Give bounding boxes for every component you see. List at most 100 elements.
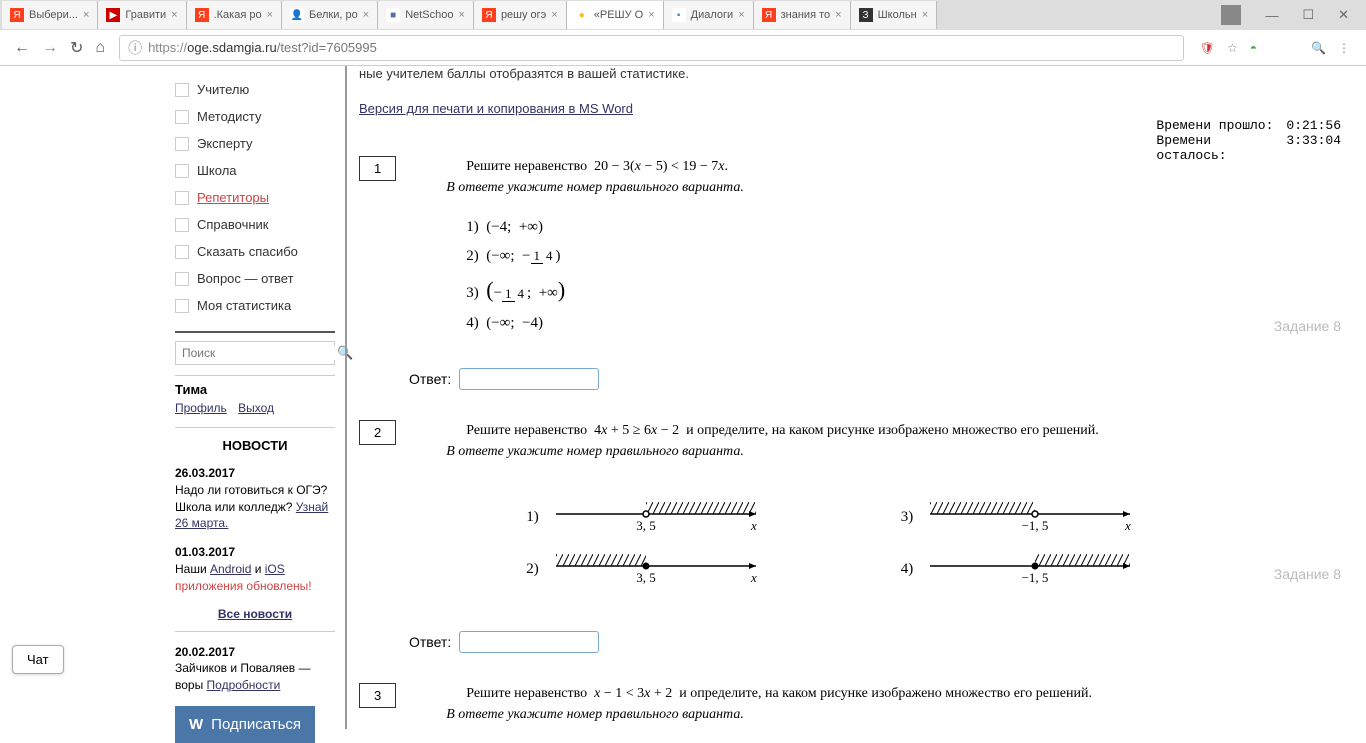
sidebar-search[interactable]: 🔍 [175,341,335,365]
minimize-button[interactable]: — [1265,8,1278,23]
reload-button[interactable]: ↻ [70,38,83,58]
browser-tab[interactable]: ●«РЕШУ О× [567,1,664,29]
diagram-4: 4)−1, 5 [901,554,1136,586]
browser-tab[interactable]: Ярешу огэ× [474,1,567,29]
tab-close-icon[interactable]: × [922,9,928,21]
number-line-diagrams: 1)3, 5x 2)3, 5x 3)−1, 5x 4)−1, 5 [526,482,1346,606]
browser-tab[interactable]: Язнания то× [754,1,851,29]
svg-text:x: x [750,518,757,533]
tab-favicon-icon: ▪ [672,8,686,22]
tab-close-icon[interactable]: × [363,9,369,21]
diagram-2: 2)3, 5x [526,554,761,586]
browser-tab[interactable]: ЗШкольн× [851,1,938,29]
tab-title: Гравити [125,9,166,21]
task-number: 1 [359,156,396,181]
search-input[interactable] [182,346,337,360]
tab-favicon-icon: Я [195,8,209,22]
home-button[interactable]: ⌂ [95,39,105,57]
sidebar-link[interactable]: Методисту [197,109,261,124]
sidebar-item[interactable]: Репетиторы [175,184,335,211]
news-title: НОВОСТИ [175,438,335,453]
task-label: Задание 8 [1274,318,1341,334]
task-prompt: Решите неравенство 4x + 5 ≥ 6x − 2 и опр… [466,423,1099,438]
all-news-link[interactable]: Все новости [218,607,292,621]
diagram-3: 3)−1, 5x [901,502,1136,534]
sidebar: Учителю Методисту Эксперту Школа Репетиторы С… [0,66,345,729]
url-host: oge.sdamgia.ru [187,40,277,55]
user-avatar-icon[interactable] [1221,5,1241,25]
sidebar-link[interactable]: Школа [197,163,237,178]
back-button[interactable]: ← [14,39,30,57]
browser-tab[interactable]: ▶Гравити× [98,1,186,29]
sidebar-link[interactable]: Эксперту [197,136,253,151]
profile-link[interactable]: Профиль [175,401,227,415]
extension-icon[interactable]: ◓ [1250,41,1257,55]
browser-tab[interactable]: 👤Белки, ро× [282,1,378,29]
tab-close-icon[interactable]: × [835,9,841,21]
svg-text:x: x [1124,518,1131,533]
sidebar-item[interactable]: Методисту [175,103,335,130]
answer-row: Ответ: [409,631,1346,653]
checkbox-icon [175,83,189,97]
option-1: 1) (−4; +∞) [466,216,1346,239]
user-name: Тима [175,382,335,397]
site-info-icon[interactable]: ⓘ [128,38,142,58]
sidebar-link[interactable]: Учителю [197,82,249,97]
tab-favicon-icon: ■ [386,8,400,22]
close-button[interactable]: ✕ [1338,7,1349,23]
checkbox-icon [175,137,189,151]
exit-link[interactable]: Выход [238,401,274,415]
vk-subscribe-button[interactable]: W Подписаться [175,706,315,743]
task-prompt: Решите неравенство x − 1 < 3x + 2 и опре… [466,686,1092,701]
forward-button[interactable]: → [42,39,58,57]
sidebar-item[interactable]: Вопрос — ответ [175,265,335,292]
sidebar-link[interactable]: Справочник [197,217,269,232]
tab-title: Белки, ро [309,9,358,21]
tab-close-icon[interactable]: × [459,9,465,21]
sidebar-item[interactable]: Школа [175,157,335,184]
star-icon[interactable]: ☆ [1227,41,1238,55]
answer-input[interactable] [459,368,599,390]
tab-close-icon[interactable]: × [648,9,654,21]
tab-close-icon[interactable]: × [738,9,744,21]
news-red-text: приложения обновлены! [175,578,335,595]
tab-close-icon[interactable]: × [267,9,273,21]
browser-tab[interactable]: ■ NetSchoo × [378,1,474,29]
task-2: 2 Решите неравенство 4x + 5 ≥ 6x − 2 и о… [359,420,1346,616]
tab-title: Диалоги [691,9,734,21]
top-text: ные учителем баллы отобразятся в вашей с… [359,66,1346,81]
option-2: 2) (−∞; −14) [466,245,1346,268]
page: Учителю Методисту Эксперту Школа Репетиторы С… [0,66,1366,729]
search-icon[interactable]: 🔍 [1311,41,1326,55]
timer: Времени прошло:0:21:56 Времени осталось:… [1156,118,1341,163]
chat-button[interactable]: Чат [12,645,64,674]
sidebar-link[interactable]: Вопрос — ответ [197,271,294,286]
url-bar[interactable]: ⓘ https:// oge.sdamgia.ru /test?id=76059… [119,35,1184,61]
sidebar-item[interactable]: Сказать спасибо [175,238,335,265]
menu-icon[interactable]: ⋮ [1338,41,1350,55]
sidebar-item[interactable]: Справочник [175,211,335,238]
sidebar-link[interactable]: Репетиторы [197,190,269,205]
tab-title: NetSchoo [405,9,453,21]
tab-title: .Какая ро [214,9,262,21]
tab-close-icon[interactable]: × [83,9,89,21]
browser-tab[interactable]: ЯВыбери...× [2,1,98,29]
answer-input[interactable] [459,631,599,653]
checkbox-icon [175,245,189,259]
sidebar-item[interactable]: Учителю [175,76,335,103]
main-content: ные учителем баллы отобразятся в вашей с… [345,66,1366,729]
print-link[interactable]: Версия для печати и копирования в MS Wor… [359,101,633,116]
browser-chrome: ЯВыбери...×▶Гравити×Я.Какая ро×👤Белки, р… [0,0,1366,66]
shield-icon[interactable]: 🛡 [1200,41,1215,55]
maximize-button[interactable]: ☐ [1302,7,1314,23]
browser-tab[interactable]: ▪ Диалоги × [664,1,754,29]
sidebar-link[interactable]: Сказать спасибо [197,244,298,259]
sidebar-item[interactable]: Эксперту [175,130,335,157]
tab-close-icon[interactable]: × [171,9,177,21]
window-controls: — ☐ ✕ [1209,5,1366,25]
news-item: 01.03.2017 Наши Android и iOS приложения… [175,544,335,594]
sidebar-item[interactable]: Моя статистика [175,292,335,319]
sidebar-link[interactable]: Моя статистика [197,298,291,313]
tab-close-icon[interactable]: × [551,9,557,21]
browser-tab[interactable]: Я .Какая ро × [187,1,282,29]
